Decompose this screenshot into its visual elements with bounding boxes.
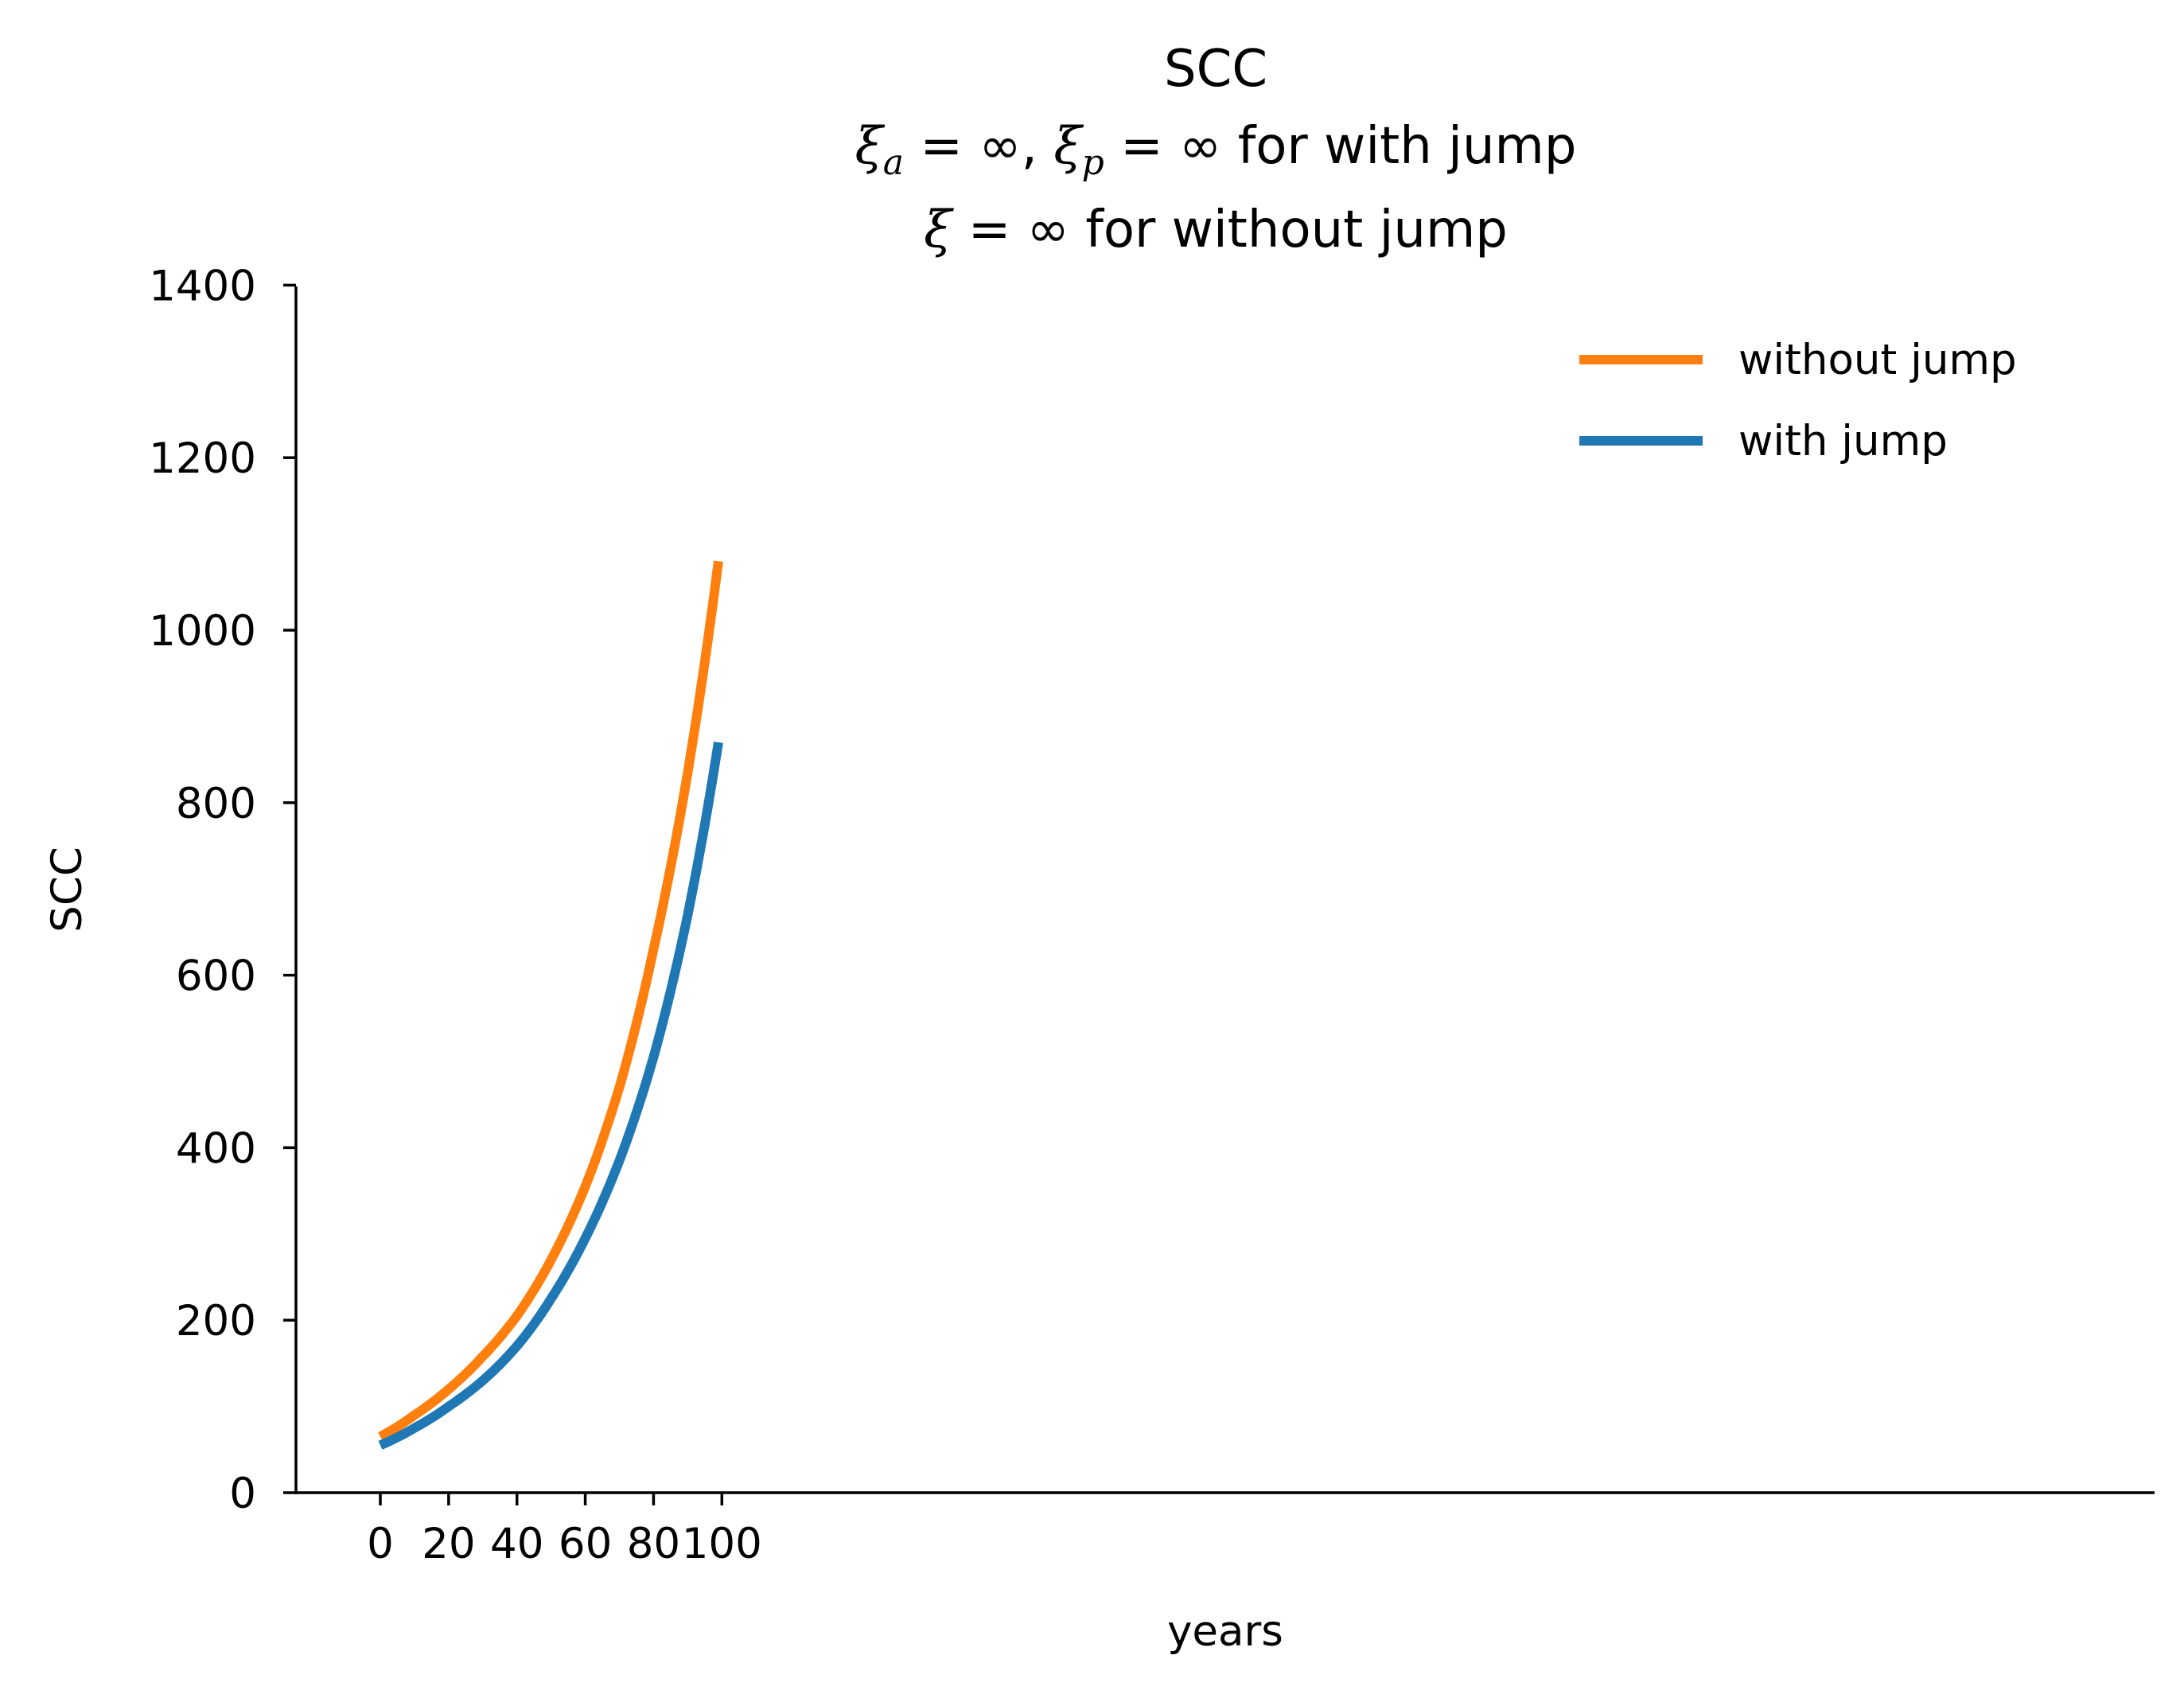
legend-label: with jump	[1738, 417, 1948, 465]
y-tick-label: 1200	[149, 434, 256, 483]
series-layer	[378, 560, 723, 1450]
y-tick-label: 1000	[149, 607, 256, 656]
x-tick-label: 20	[422, 1520, 475, 1568]
y-tick-label: 200	[176, 1297, 256, 1345]
y-tick-label: 1400	[149, 262, 256, 310]
y-axis-ticks: 0 200 400 600 800 1000 1200 1400	[149, 262, 296, 1518]
y-axis-label: SCC	[43, 847, 91, 933]
series-line-without-jump	[378, 560, 723, 1441]
y-tick-label: 800	[176, 780, 256, 828]
y-tick-label: 400	[176, 1124, 256, 1173]
series-line-with-jump	[378, 741, 723, 1450]
x-axis-ticks: 0 20 40 60 80 100	[367, 1493, 762, 1568]
chart-title: SCC ξa = ∞, ξp = ∞ for with jump ξ = ∞ f…	[855, 40, 1577, 259]
title-line-3: ξ = ∞ for without jump	[924, 201, 1508, 259]
x-tick-label: 80	[627, 1520, 680, 1568]
x-axis-label: years	[1167, 1607, 1283, 1656]
title-line-1: SCC	[1164, 40, 1267, 99]
y-tick-label: 600	[176, 952, 256, 1001]
x-tick-label: 0	[367, 1520, 394, 1568]
y-tick-label: 0	[229, 1470, 256, 1518]
x-tick-label: 60	[559, 1520, 612, 1568]
x-tick-label: 100	[682, 1520, 762, 1568]
title-line-2: ξa = ∞, ξp = ∞ for with jump	[855, 117, 1577, 183]
legend-label: without jump	[1738, 336, 2017, 384]
x-tick-label: 40	[490, 1520, 543, 1568]
legend: without jump with jump	[1579, 336, 2017, 465]
